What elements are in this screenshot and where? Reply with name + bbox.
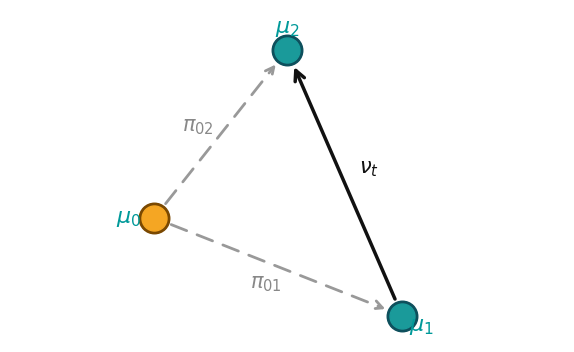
Text: $\mu_1$: $\mu_1$	[409, 315, 434, 337]
Text: $\pi_{02}$: $\pi_{02}$	[182, 117, 214, 137]
Text: $\nu_t$: $\nu_t$	[359, 159, 379, 179]
Text: $\mu_2$: $\mu_2$	[274, 17, 300, 39]
Text: $\pi_{01}$: $\pi_{01}$	[250, 275, 282, 294]
Text: $\mu_0$: $\mu_0$	[115, 207, 141, 229]
